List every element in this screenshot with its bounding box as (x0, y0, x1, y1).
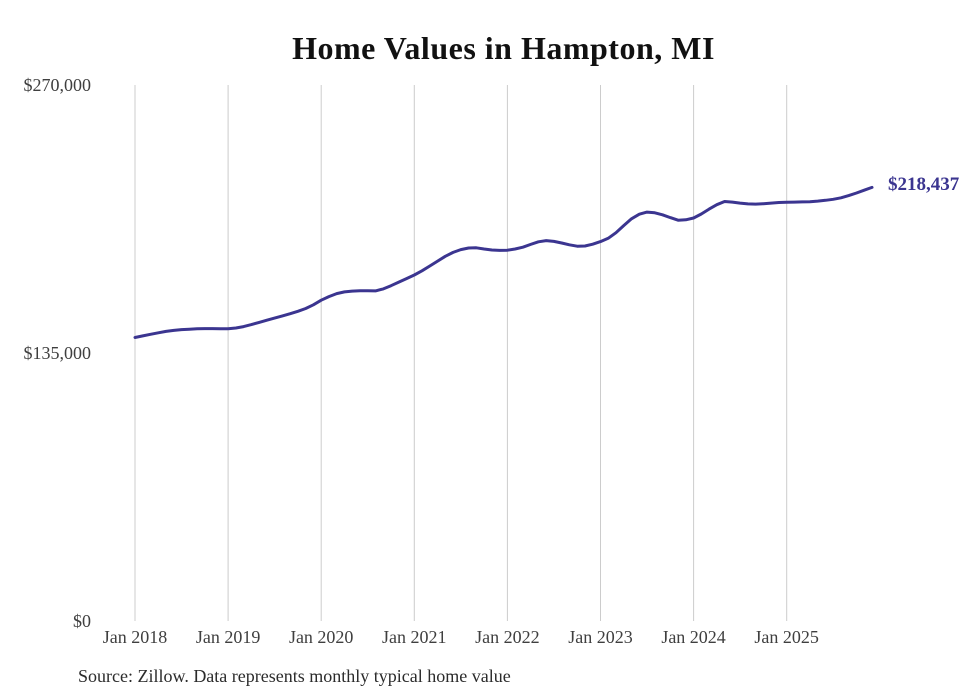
home-value-line (133, 185, 874, 339)
chart-title: Home Values in Hampton, MI (292, 30, 715, 66)
x-axis-tick-label: Jan 2021 (382, 627, 447, 647)
source-note: Source: Zillow. Data represents monthly … (78, 666, 511, 686)
x-axis-tick-label: Jan 2019 (195, 627, 261, 647)
x-axis-tick-label: Jan 2023 (568, 627, 633, 647)
end-value-label: $218,437 (888, 174, 960, 196)
x-axis-tick-label: Jan 2024 (661, 627, 726, 647)
x-axis-tick-label: Jan 2025 (754, 627, 819, 647)
gridlines-group (134, 85, 788, 621)
y-axis-tick-label: $135,000 (23, 343, 92, 363)
x-axis-tick-label: Jan 2022 (475, 627, 540, 647)
x-axis-tick-label: Jan 2020 (288, 627, 354, 647)
x-axis-tick-label: Jan 2018 (102, 627, 168, 647)
y-axis-tick-label: $0 (73, 611, 91, 631)
y-axis-tick-label: $270,000 (23, 75, 92, 95)
